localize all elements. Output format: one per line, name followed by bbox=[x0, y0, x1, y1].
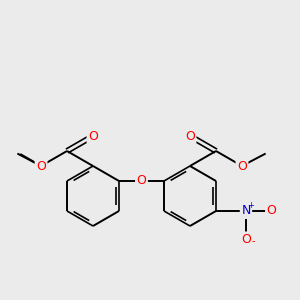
Text: O: O bbox=[36, 160, 46, 172]
Text: O: O bbox=[185, 130, 195, 142]
Text: O: O bbox=[241, 233, 251, 246]
Text: +: + bbox=[248, 202, 254, 211]
Text: N: N bbox=[241, 205, 251, 218]
Text: O: O bbox=[136, 175, 146, 188]
Text: O: O bbox=[88, 130, 98, 142]
Text: O: O bbox=[237, 160, 247, 172]
Text: -: - bbox=[251, 236, 255, 247]
Text: O: O bbox=[266, 205, 276, 218]
